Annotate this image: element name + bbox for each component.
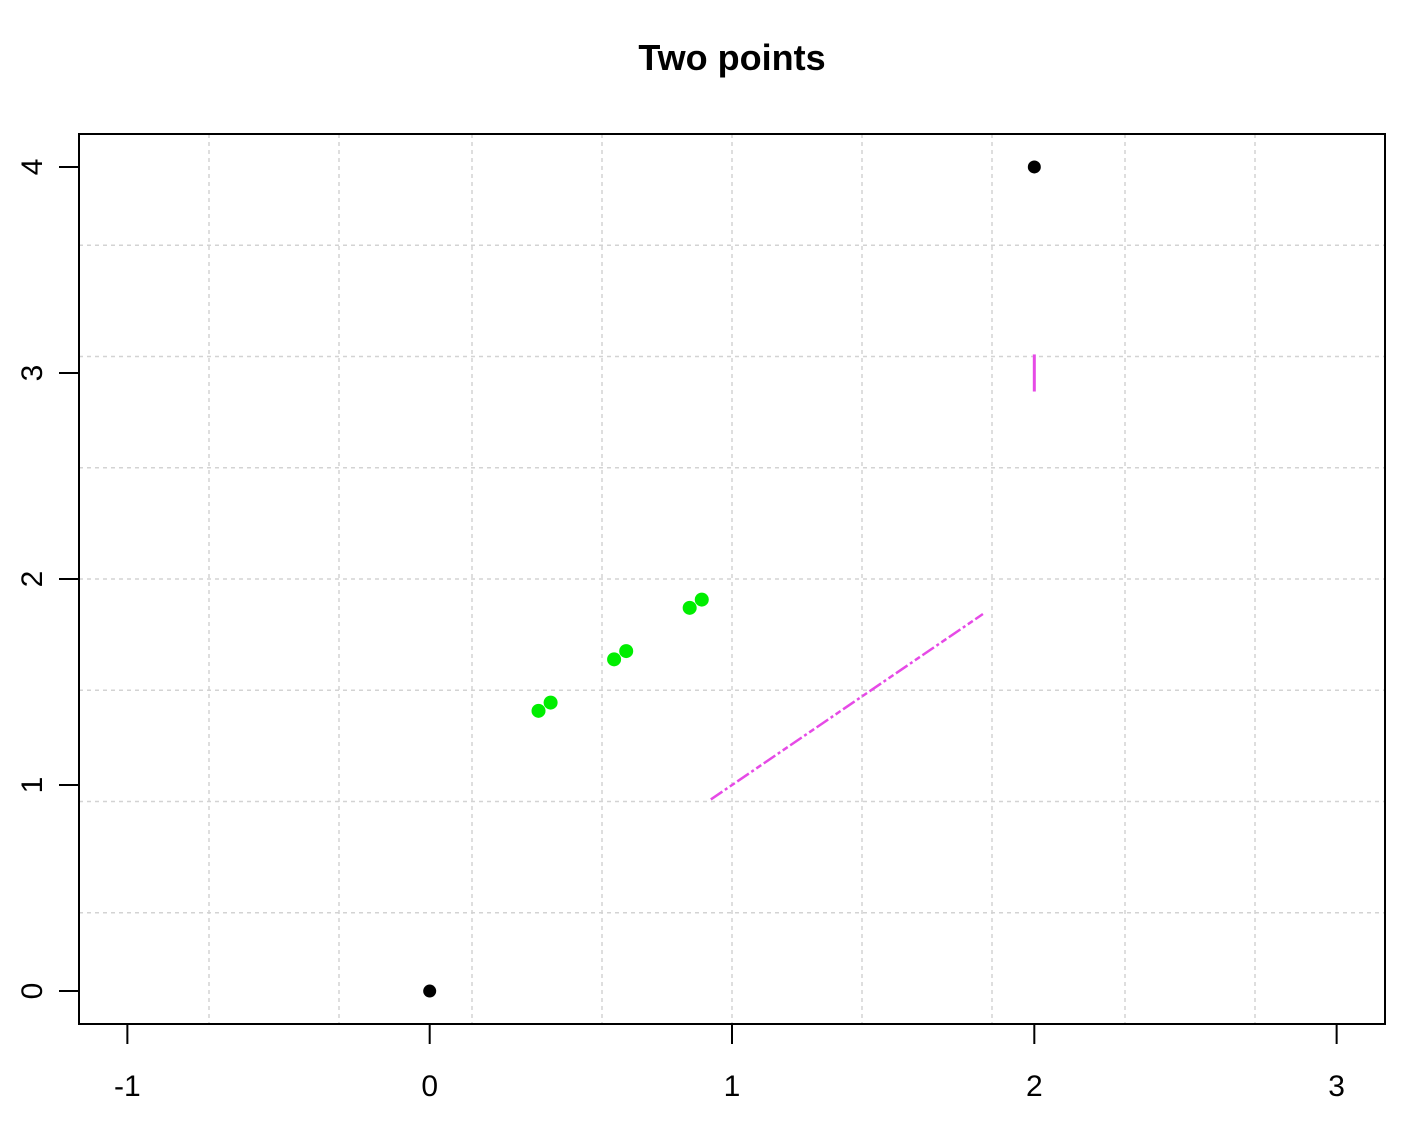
x-tick-label: 0 xyxy=(421,1070,438,1103)
y-tick-label: 1 xyxy=(16,777,49,794)
y-tick-label: 2 xyxy=(16,571,49,588)
y-tick-label: 0 xyxy=(16,983,49,1000)
x-tick-label: 2 xyxy=(1026,1070,1043,1103)
data-point xyxy=(694,592,709,607)
x-axis: -1 0 1 2 3 xyxy=(114,1023,1345,1103)
data-point xyxy=(543,695,558,710)
y-tick-label: 3 xyxy=(16,365,49,382)
point-layer xyxy=(423,160,1041,998)
y-axis: 0 1 2 3 4 xyxy=(16,159,80,1000)
grid xyxy=(79,134,1385,1024)
segment xyxy=(710,612,984,801)
x-tick-label: 3 xyxy=(1328,1070,1345,1103)
data-point xyxy=(619,644,634,659)
x-tick-label: -1 xyxy=(114,1070,141,1103)
chart-title: Two points xyxy=(638,37,825,78)
x-tick-label: 1 xyxy=(724,1070,741,1103)
data-point xyxy=(682,600,697,615)
data-point xyxy=(531,703,546,718)
data-point xyxy=(607,652,622,667)
segment-layer xyxy=(710,354,1036,801)
data-point xyxy=(1027,160,1041,174)
y-tick-label: 4 xyxy=(16,159,49,176)
data-point xyxy=(423,984,437,998)
